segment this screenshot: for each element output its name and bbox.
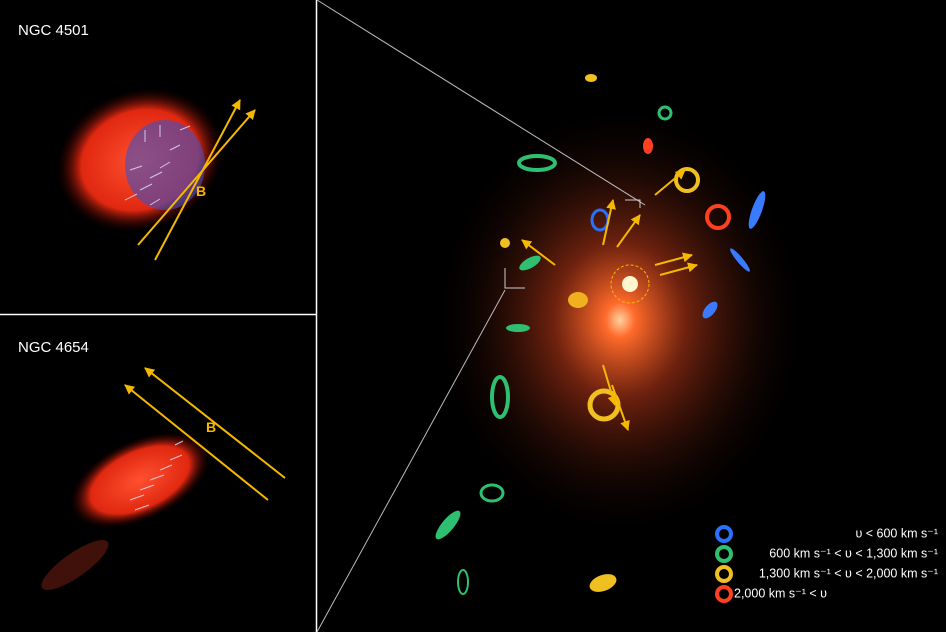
cluster-center: [610, 264, 650, 304]
legend-swatch: [715, 565, 733, 583]
zoom-line: [316, 0, 646, 206]
cluster-glow: [430, 100, 810, 540]
legend-swatch: [715, 525, 733, 543]
legend-text: 1,300 km s⁻¹ < υ < 2,000 km s⁻¹: [759, 566, 938, 580]
cluster-panel: υ < 600 km s⁻¹ 600 km s⁻¹ < υ < 1,300 km…: [316, 0, 938, 632]
legend-text: 2,000 km s⁻¹ < υ: [734, 586, 827, 600]
panel-ngc4654: NGC 4654 B: [18, 339, 286, 590]
legend-text: 600 km s⁻¹ < υ < 1,300 km s⁻¹: [769, 546, 938, 560]
galaxies: [435, 74, 766, 595]
galaxy: [69, 431, 211, 529]
legend-text: υ < 600 km s⁻¹: [855, 526, 938, 540]
zoom-box: [504, 199, 641, 289]
field-vectors: [129, 440, 184, 511]
panel-label: NGC 4501: [18, 22, 89, 39]
field-vectors: [124, 125, 191, 206]
b-label: B: [196, 183, 206, 199]
galaxy-tail: [41, 540, 109, 590]
b-label: B: [206, 419, 216, 435]
arrow: [144, 367, 286, 479]
legend-swatch: [715, 545, 733, 563]
panel-ngc4501: NGC 4501 B: [18, 22, 256, 261]
legend-swatch: [715, 585, 733, 603]
cluster-core: [622, 276, 638, 292]
arrow: [154, 99, 241, 261]
zoom-line: [316, 289, 506, 632]
panel-label: NGC 4654: [18, 339, 89, 356]
arrow: [124, 384, 269, 501]
arrows: [521, 169, 698, 431]
legend: υ < 600 km s⁻¹ 600 km s⁻¹ < υ < 1,300 km…: [715, 525, 938, 603]
arrow: [137, 109, 256, 246]
